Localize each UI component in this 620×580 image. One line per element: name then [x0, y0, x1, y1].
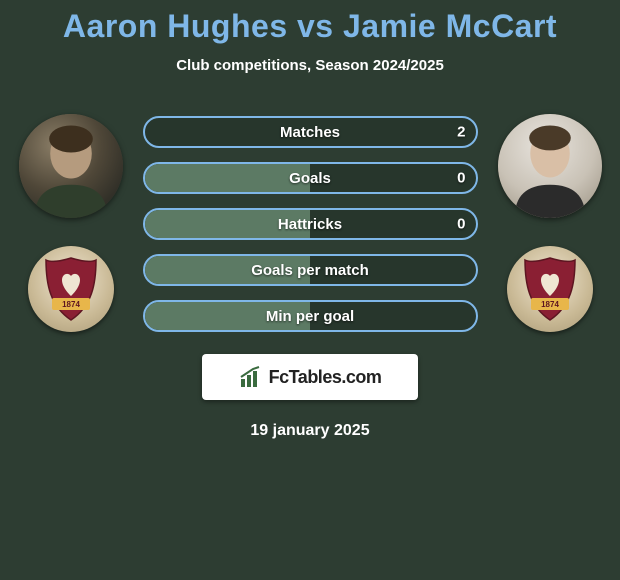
stat-value-right: 0 — [457, 170, 465, 187]
stat-label: Goals — [289, 170, 331, 187]
bars-icon — [239, 365, 263, 389]
crest-icon: 1874 — [40, 254, 102, 324]
page-subtitle: Club competitions, Season 2024/2025 — [0, 57, 620, 74]
stat-bar: Goals 0 — [143, 162, 478, 194]
crest-year: 1874 — [541, 300, 559, 309]
date-text: 19 january 2025 — [0, 422, 620, 440]
comparison-row: 1874 Matches 2 Goals 0 Hattricks 0 Goals per m… — [0, 114, 620, 332]
stat-bar: Matches 2 — [143, 116, 478, 148]
stat-bar: Min per goal — [143, 300, 478, 332]
stat-bars: Matches 2 Goals 0 Hattricks 0 Goals per match M… — [143, 114, 478, 332]
stat-value-right: 0 — [457, 216, 465, 233]
right-player-photo — [498, 114, 602, 218]
left-player-photo — [19, 114, 123, 218]
left-player-column: 1874 — [17, 114, 125, 332]
person-icon — [19, 114, 123, 218]
person-icon — [498, 114, 602, 218]
stat-label: Matches — [280, 124, 340, 141]
right-player-column: 1874 — [496, 114, 604, 332]
crest-icon: 1874 — [519, 254, 581, 324]
stat-fill-left — [145, 164, 311, 192]
stat-label: Goals per match — [251, 262, 369, 279]
stat-bar: Hattricks 0 — [143, 208, 478, 240]
stat-label: Min per goal — [266, 308, 354, 325]
stat-bar: Goals per match — [143, 254, 478, 286]
left-club-crest: 1874 — [28, 246, 114, 332]
root: Aaron Hughes vs Jamie McCart Club compet… — [0, 0, 620, 440]
right-club-crest: 1874 — [507, 246, 593, 332]
stat-value-right: 2 — [457, 124, 465, 141]
page-title: Aaron Hughes vs Jamie McCart — [0, 8, 620, 45]
crest-year: 1874 — [62, 300, 80, 309]
branding-badge: FcTables.com — [202, 354, 418, 400]
branding-text: FcTables.com — [269, 367, 382, 388]
stat-label: Hattricks — [278, 216, 342, 233]
